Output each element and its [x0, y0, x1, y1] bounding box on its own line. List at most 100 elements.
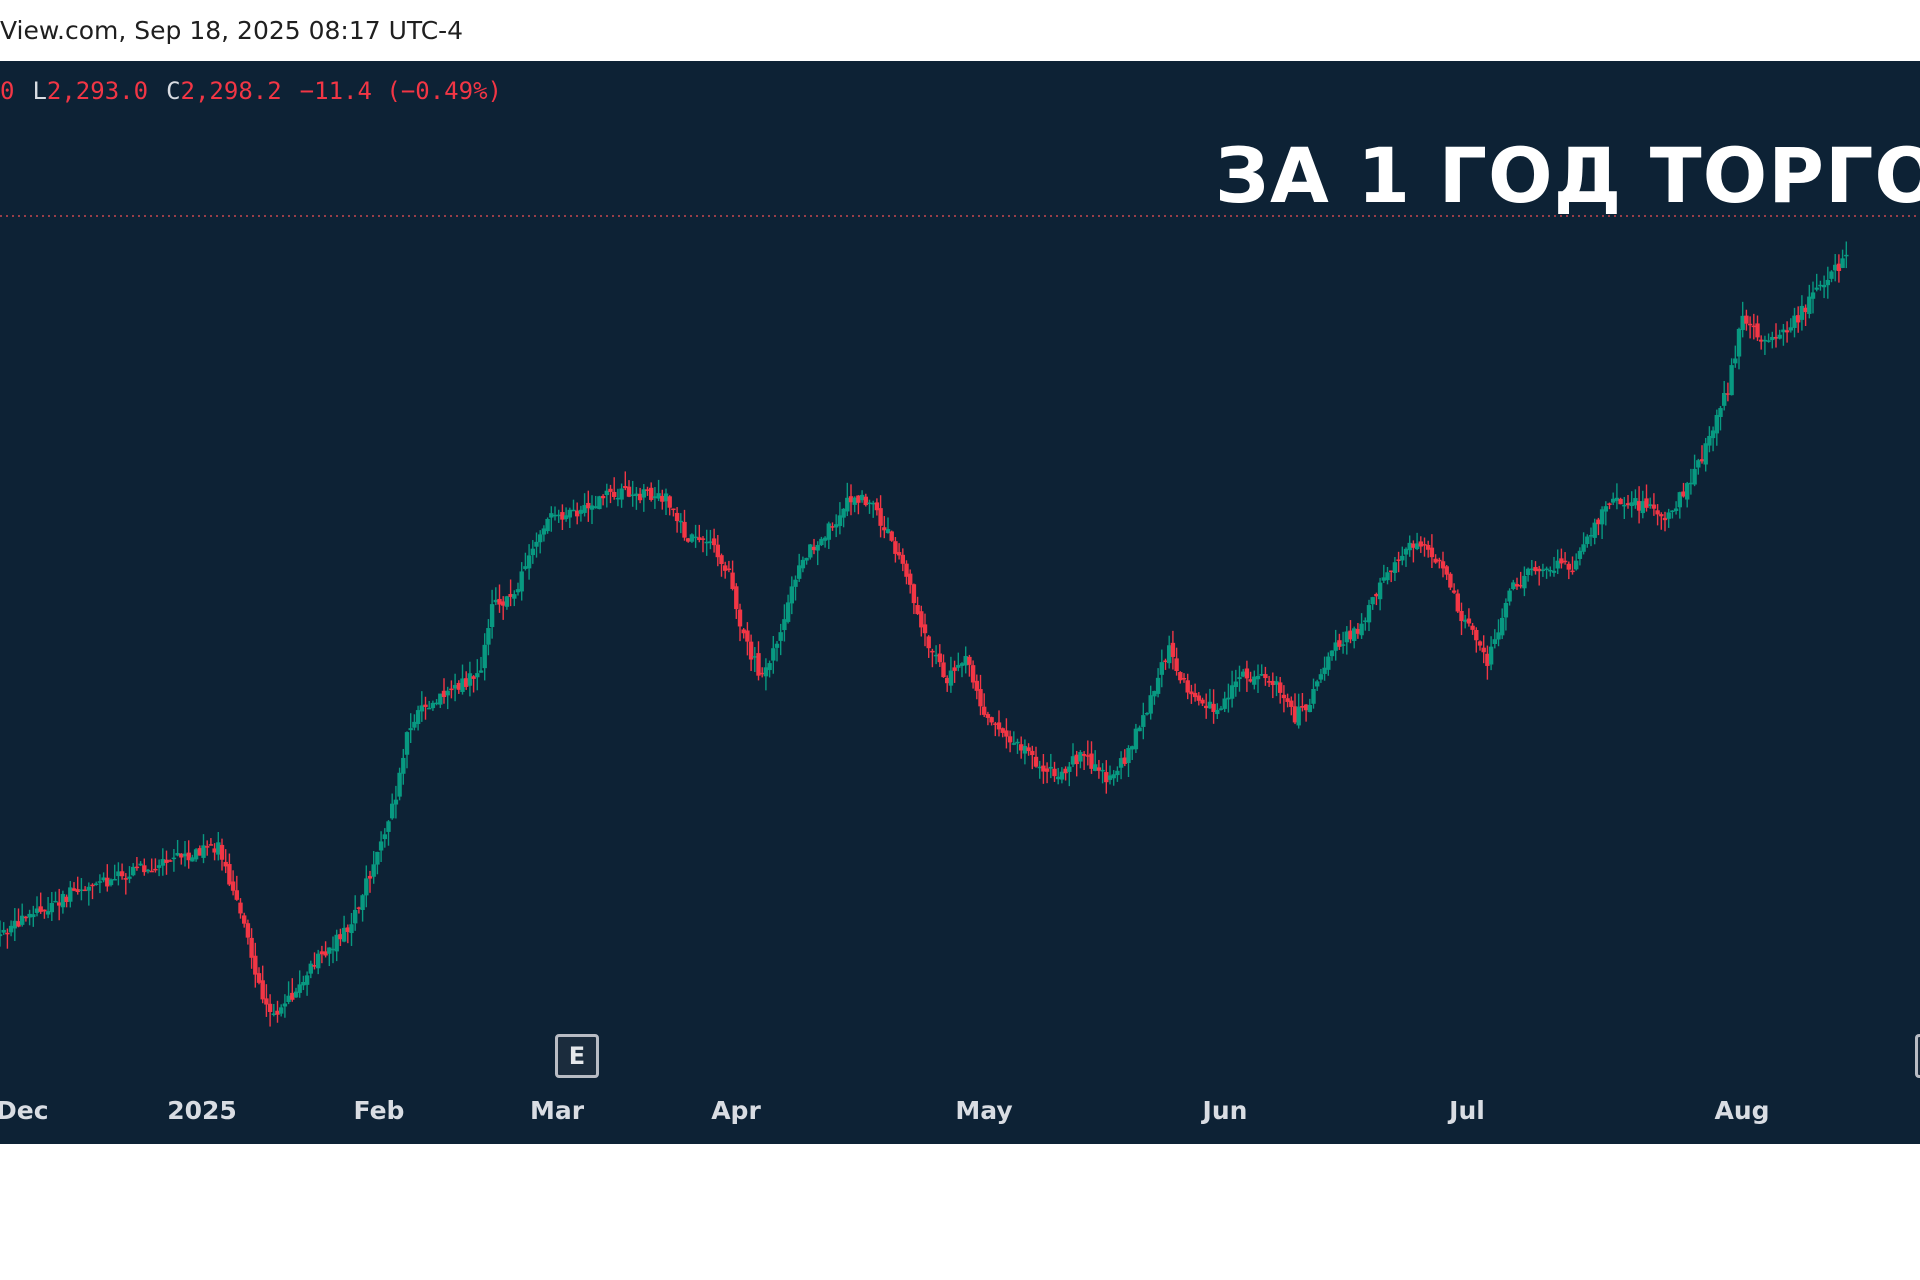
candle-body-up	[1529, 568, 1534, 571]
candle-body-down	[1041, 765, 1046, 772]
candle-body-up	[763, 667, 769, 677]
candle-body-down	[637, 493, 643, 501]
candle-body-up	[1241, 671, 1246, 677]
candle-body-up	[438, 693, 443, 705]
candle-body-up	[1414, 543, 1420, 550]
candle-body-up	[1622, 504, 1627, 507]
candle-body-down	[715, 544, 720, 558]
candle-body-down	[230, 881, 236, 891]
candle-body-up	[445, 690, 450, 696]
candle-body-up	[1048, 766, 1053, 769]
candle-body-up	[31, 914, 36, 918]
candle-body-down	[741, 629, 746, 634]
candle-body-down	[756, 653, 761, 676]
candle-body-up	[353, 909, 358, 924]
candle-body-down	[1655, 510, 1660, 515]
candle-body-down	[1074, 754, 1079, 765]
candle-body-up	[1825, 279, 1830, 286]
candle-body-down	[1189, 691, 1194, 695]
candle-body-down	[667, 496, 672, 508]
candle-body-down	[660, 495, 665, 502]
candle-body-up	[1770, 336, 1775, 341]
candle-body-up	[1707, 435, 1712, 446]
candle-body-down	[1063, 768, 1068, 774]
candle-body-down	[290, 992, 295, 1000]
candle-body-down	[889, 531, 894, 541]
candle-body-up	[1333, 642, 1338, 651]
candle-body-up	[271, 1013, 276, 1015]
candle-body-up	[582, 505, 587, 513]
candle-body-up	[1233, 681, 1238, 688]
candle-body-up	[689, 534, 695, 542]
candle-body-down	[256, 973, 262, 983]
candle-body-up	[297, 984, 302, 993]
candle-body-down	[978, 689, 983, 707]
candle-body-down	[982, 706, 987, 715]
candle-body-down	[748, 641, 754, 660]
candle-body-down	[1204, 705, 1209, 709]
candle-body-up	[1736, 328, 1742, 357]
candle-body-up	[360, 895, 365, 910]
candle-body-up	[401, 757, 406, 774]
candle-body-down	[367, 875, 373, 879]
candle-body-up	[693, 536, 698, 539]
candle-body-up	[804, 557, 809, 561]
candle-body-down	[223, 861, 228, 867]
edge-event-marker[interactable]	[1915, 1034, 1920, 1078]
candle-body-up	[1810, 292, 1816, 299]
candle-body-down	[737, 609, 743, 627]
candle-body-up	[20, 915, 25, 925]
candle-body-down	[441, 690, 447, 698]
candle-body-up	[308, 963, 313, 974]
candle-body-up	[1011, 743, 1016, 745]
candle-body-up	[752, 656, 757, 658]
candle-body-up	[1603, 506, 1608, 512]
candle-body-down	[848, 496, 854, 503]
candle-body-up	[556, 514, 561, 517]
candle-body-down	[882, 527, 887, 531]
candlestick-chart[interactable]	[0, 61, 1920, 1144]
candle-body-down	[153, 868, 158, 871]
candle-body-down	[1836, 263, 1842, 272]
candle-body-up	[0, 934, 3, 937]
candle-body-down	[926, 636, 931, 649]
candle-body-up	[1100, 769, 1105, 772]
candle-body-up	[837, 515, 843, 526]
candle-body-down	[1784, 330, 1790, 333]
candle-body-up	[45, 911, 51, 915]
candle-body-down	[253, 955, 258, 975]
candle-body-up	[1115, 770, 1120, 776]
candle-body-down	[197, 848, 202, 856]
candle-body-up	[1093, 764, 1098, 771]
candle-body-up	[1792, 315, 1797, 328]
candle-body-up	[378, 841, 384, 851]
candle-body-down	[645, 489, 650, 491]
candle-body-up	[1218, 708, 1224, 710]
candle-body-up	[1574, 560, 1579, 570]
candle-body-down	[134, 866, 140, 869]
candle-body-up	[1781, 329, 1786, 333]
candle-body-up	[771, 648, 776, 661]
legend-close-key: C	[166, 77, 181, 105]
candle-body-down	[719, 555, 724, 565]
candle-body-up	[663, 493, 669, 502]
legend-close-value: 2,298.2	[180, 77, 282, 105]
candle-body-down	[996, 722, 1002, 730]
candle-body-down	[464, 678, 469, 687]
candle-body-down	[1196, 695, 1201, 701]
candle-body-up	[656, 493, 661, 499]
earnings-event-marker[interactable]: E	[555, 1034, 599, 1078]
candle-body-up	[1718, 408, 1723, 418]
candle-body-up	[852, 497, 857, 505]
candle-body-up	[1614, 497, 1620, 501]
chart-panel[interactable]: 0 L2,293.0 C2,298.2 −11.4 (−0.49%) ЗА 1 ГОД…	[0, 61, 1920, 1144]
candle-body-up	[8, 925, 14, 933]
candle-body-down	[1355, 629, 1361, 634]
candle-body-down	[922, 624, 928, 634]
candle-body-down	[1422, 544, 1427, 546]
candle-body-up	[101, 877, 106, 881]
candle-body-up	[1222, 698, 1227, 709]
candle-body-down	[1181, 678, 1187, 680]
candle-body-up	[504, 596, 510, 607]
candle-body-down	[711, 538, 717, 546]
